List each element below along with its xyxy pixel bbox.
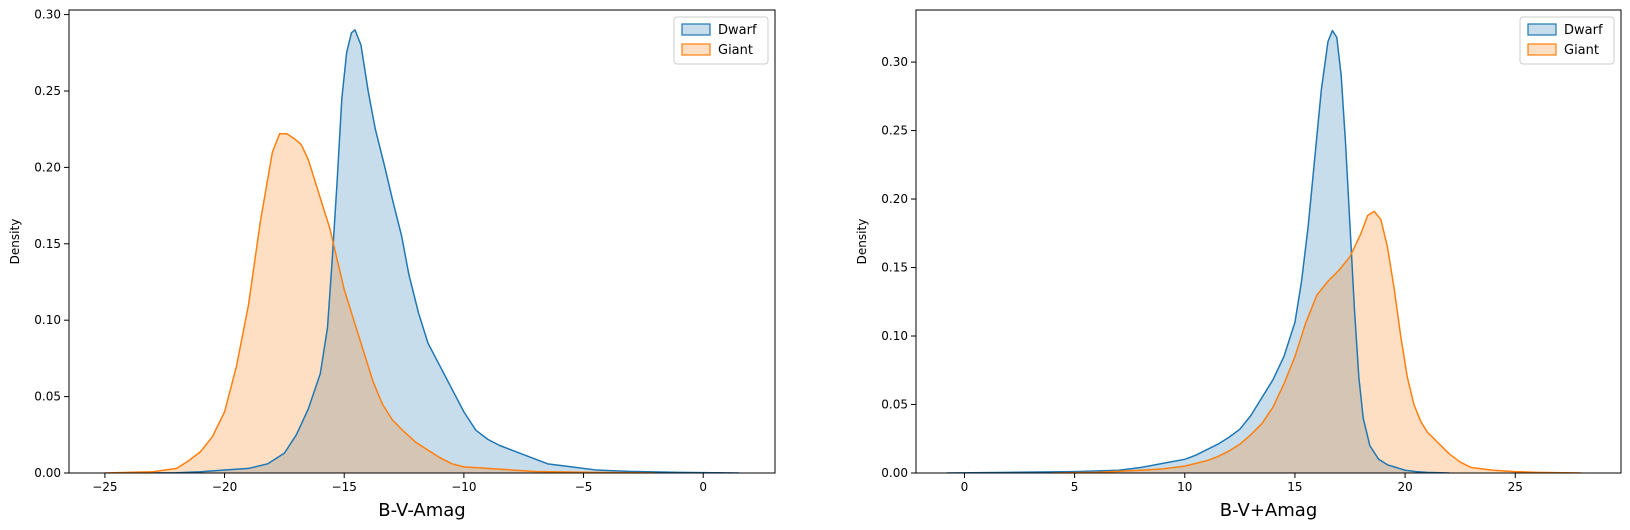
x-axis-label: B-V-Amag [378, 500, 465, 521]
y-tick-label: 0.25 [881, 124, 908, 138]
axes-frame [68, 9, 776, 474]
legend-label-dwarf: Dwarf [718, 23, 757, 38]
legend-box [1519, 16, 1615, 65]
y-tick-label: 0.10 [34, 313, 61, 327]
y-tick-label: 0.30 [881, 55, 908, 69]
y-tick-label: 0.25 [34, 84, 61, 98]
legend-swatch-giant [681, 43, 711, 56]
axes-frame [915, 9, 1622, 474]
x-tick-label: −10 [451, 480, 476, 494]
x-tick-label: −5 [575, 480, 593, 494]
series-dwarf-line [946, 29, 1450, 473]
x-tick-label: 0 [961, 480, 969, 494]
x-axis-label: B-V+Amag [1220, 500, 1318, 521]
legend: Dwarf Giant [673, 16, 769, 65]
x-tick-label: −15 [332, 480, 357, 494]
plot-area [946, 29, 1582, 473]
y-tick-label: 0.15 [34, 237, 61, 251]
x-tick-label: −25 [92, 480, 117, 494]
series-giant-line [104, 133, 656, 473]
series-dwarf-fill [946, 30, 1450, 473]
legend: Dwarf Giant [1519, 16, 1615, 65]
plot-area [104, 29, 740, 473]
series-giant-fill [104, 133, 656, 473]
legend-label-giant: Giant [718, 43, 753, 58]
density-plot-left: −25 −20 −15 −10 −5 0 0.00 0.05 0.10 0.15 0.20 0.25 0… [8, 8, 776, 521]
y-tick-label: 0.00 [881, 466, 908, 480]
x-tick-label: 5 [1071, 480, 1079, 494]
series-giant-line [1052, 210, 1582, 473]
legend-box [673, 16, 769, 65]
y-tick-label: 0.20 [34, 160, 61, 174]
x-tick-label: 10 [1177, 480, 1192, 494]
y-tick-label: 0.15 [881, 261, 908, 275]
series-giant-fill [1052, 211, 1582, 473]
series-dwarf-line [128, 29, 740, 473]
x-tick-label: 0 [699, 480, 707, 494]
legend-swatch-dwarf [681, 23, 711, 36]
x-tick-label: 15 [1287, 480, 1302, 494]
y-axis-label: Density [8, 219, 22, 265]
y-tick-label: 0.05 [34, 390, 61, 404]
series-dwarf-fill [128, 29, 740, 473]
y-tick-label: 0.20 [881, 192, 908, 206]
y-axis-label: Density [855, 219, 869, 265]
legend-swatch-dwarf [1527, 23, 1557, 36]
x-tick-label: 20 [1397, 480, 1412, 494]
y-tick-label: 0.00 [34, 466, 61, 480]
legend-label-giant: Giant [1564, 43, 1599, 58]
y-tick-label: 0.30 [34, 8, 61, 22]
legend-label-dwarf: Dwarf [1564, 23, 1603, 38]
y-tick-label: 0.10 [881, 329, 908, 343]
x-tick-label: −20 [212, 480, 237, 494]
y-tick-label: 0.05 [881, 398, 908, 412]
density-plot-right: 0 5 10 15 20 25 0.00 0.05 0.10 0.15 0.20 0.25 0.30 B-… [855, 9, 1622, 521]
x-tick-label: 25 [1508, 480, 1523, 494]
legend-swatch-giant [1527, 43, 1557, 56]
